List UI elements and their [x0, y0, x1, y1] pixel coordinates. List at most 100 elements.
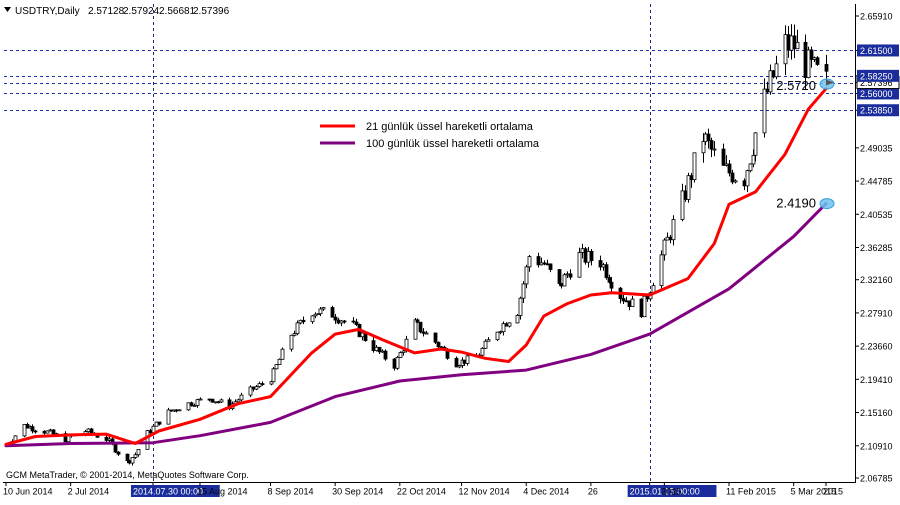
y-tick-label: 2.19410: [860, 375, 893, 385]
collapse-arrow-icon[interactable]: [4, 7, 11, 12]
candle: [721, 143, 726, 166]
candle: [177, 409, 182, 412]
x-tick-label: 2 Jul 2014: [68, 487, 110, 497]
x-tick-label: 5 Mar 2015: [791, 487, 837, 497]
x-tick-label: 8 Sep 2014: [268, 487, 314, 497]
x-tick-label: 26: [588, 487, 598, 497]
candle: [377, 346, 382, 355]
y-tick-label: 2.27910: [860, 308, 893, 318]
candle: [310, 315, 315, 324]
candle: [589, 248, 594, 266]
y-tick-label: 2.56000: [860, 89, 893, 99]
annotation-value: 2.4190: [776, 196, 816, 211]
legend: 21 günlük üssel hareketli ortalama 100 g…: [320, 121, 540, 150]
y-tick-label: 2.65910: [860, 12, 893, 22]
candle: [701, 133, 706, 163]
candle: [686, 172, 691, 203]
candle: [351, 317, 356, 324]
candle: [562, 273, 567, 287]
candle: [753, 132, 758, 162]
y-tick-label: 2.58250: [860, 71, 893, 81]
candle: [680, 183, 685, 222]
x-tick-label: 10 Jun 2014: [3, 487, 53, 497]
candle: [195, 398, 200, 408]
candle: [289, 334, 294, 352]
candle: [192, 403, 197, 407]
candle: [277, 358, 282, 365]
candle: [22, 424, 27, 438]
candle: [709, 137, 714, 158]
candle: [671, 215, 676, 246]
candle: [210, 398, 215, 403]
candle: [321, 307, 326, 311]
candle: [457, 364, 462, 369]
candle: [495, 331, 500, 341]
candle: [130, 457, 135, 466]
candle: [727, 160, 732, 177]
candle: [527, 254, 532, 272]
candle: [465, 353, 470, 366]
x-tick-label: 11 Feb 2015: [726, 487, 776, 497]
x-tick-label: 2015.01.15 00:00: [630, 487, 700, 497]
y-tick-label: 2.36285: [860, 243, 893, 253]
y-tick-label: 2.15160: [860, 408, 893, 418]
current-price-arrow-icon: [826, 79, 834, 86]
candle: [692, 152, 697, 183]
x-tick-label: 30 Sep 2014: [332, 487, 383, 497]
ema21-line: [4, 87, 828, 446]
x-tick-label: 12 Nov 2014: [459, 487, 510, 497]
candle: [774, 55, 779, 80]
ohlc-close: 2.57396: [193, 6, 230, 17]
candle: [621, 294, 626, 304]
candle: [116, 451, 121, 456]
candle: [260, 381, 265, 386]
candle: [433, 332, 438, 344]
y-tick-label: 2.32160: [860, 275, 893, 285]
candle: [157, 421, 162, 426]
candle: [333, 313, 338, 324]
candle: [706, 128, 711, 149]
x-tick-label: 22 Oct 2014: [397, 487, 446, 497]
annotation-value: 2.5720: [776, 78, 816, 93]
y-tick-label: 2.40535: [860, 210, 893, 220]
candle: [280, 347, 285, 360]
candle: [354, 318, 359, 327]
candle: [486, 337, 491, 342]
candle: [30, 424, 35, 434]
candle: [536, 252, 541, 268]
y-tick-label: 2.23660: [860, 342, 893, 352]
candle: [219, 398, 224, 403]
candle: [507, 322, 512, 328]
candle: [186, 402, 191, 411]
candle: [424, 330, 429, 335]
candle: [51, 429, 56, 435]
candle: [383, 349, 388, 361]
candle: [292, 330, 297, 337]
candle: [498, 330, 503, 335]
candle: [557, 269, 562, 286]
value-highlight-marker: [819, 198, 835, 210]
candle: [639, 298, 644, 319]
candle: [542, 260, 547, 266]
x-tick-label: 2015: [823, 487, 843, 497]
candle: [795, 29, 800, 50]
candle: [257, 381, 262, 388]
candle: [568, 269, 573, 280]
candle: [748, 163, 753, 173]
level-price-tag: [857, 44, 899, 57]
candle: [295, 320, 300, 336]
candle: [239, 392, 244, 402]
candle: [401, 349, 406, 356]
x-tick-label: 2014.07.30 00:00: [133, 487, 203, 497]
candle: [824, 54, 829, 81]
candle: [642, 295, 647, 318]
candle: [815, 56, 820, 66]
y-tick-label: 2.57396: [860, 78, 893, 88]
candle: [318, 306, 323, 317]
level-price-tag: [857, 69, 899, 82]
candle: [415, 318, 420, 324]
y-tick-label: 2.61500: [860, 46, 893, 56]
candle: [515, 314, 520, 324]
ema100-line: [4, 202, 828, 448]
